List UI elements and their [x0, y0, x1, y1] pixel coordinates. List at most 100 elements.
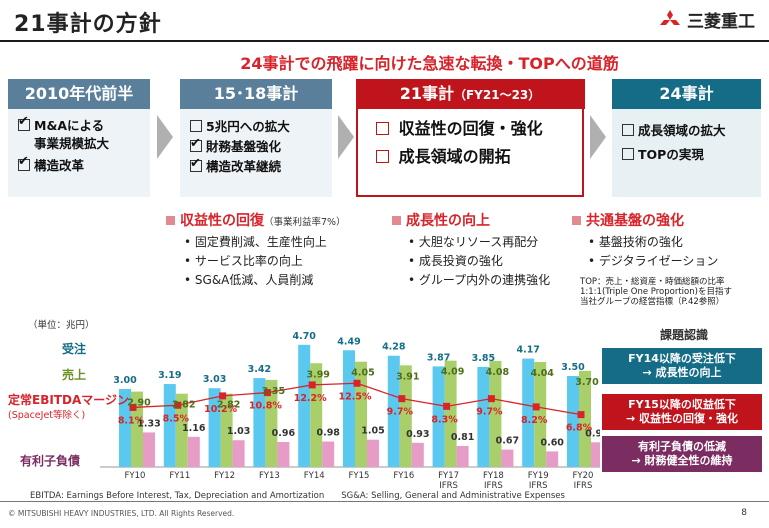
bar-2-2 [232, 440, 245, 467]
bar-0-4 [298, 344, 311, 467]
arrow-icon [157, 115, 173, 159]
phase-item: 成長領域の拡大 [622, 119, 751, 143]
ebitda-marker-4 [308, 381, 316, 389]
footnote: EBITDA: Earnings Before Interest, Tax, D… [30, 491, 565, 501]
ebitda-label-7: 8.3% [431, 414, 458, 425]
ebitda-label-1: 8.5% [163, 413, 190, 424]
legend-sales: 売上 [62, 368, 87, 382]
issue-recognition-label: 課題認識 [660, 328, 709, 342]
bar-label-1-1: 2.82 [172, 400, 195, 411]
bar-label-0-8: 3.85 [472, 353, 495, 364]
bar-2-0 [143, 432, 155, 467]
title-divider [0, 40, 769, 42]
bar-0-0 [119, 389, 131, 467]
ebitda-label-10: 6.8% [566, 423, 593, 434]
bar-0-8 [477, 366, 490, 467]
ebitda-label-3: 10.8% [249, 401, 282, 412]
phase-item: 構造改革継続 [190, 154, 322, 177]
ebitda-marker-3 [263, 389, 271, 397]
phase-item: 事業規模拡大 [34, 136, 110, 151]
footer-divider [0, 501, 769, 502]
bar-1-6 [399, 365, 412, 467]
bar-label-0-4: 4.70 [292, 331, 316, 342]
bar-label-2-9: 0.60 [540, 437, 564, 448]
bar-label-1-9: 4.04 [530, 368, 554, 379]
bar-0-6 [387, 355, 400, 467]
bar-0-3 [253, 378, 266, 467]
ebitda-label-8: 9.7% [476, 407, 503, 418]
ebitda-label-5: 12.5% [339, 391, 372, 402]
x-tick-label: FY20 [573, 471, 594, 481]
ebitda-marker-8 [487, 395, 495, 403]
page-title: 21事計の方針 [14, 12, 162, 37]
ebitda-marker-5 [353, 379, 361, 387]
legend-debt: 有利子負債 [20, 454, 81, 468]
bar-label-1-3: 3.35 [262, 386, 285, 397]
bar-1-8 [489, 360, 502, 467]
bar-label-1-7: 4.09 [441, 367, 464, 378]
phase-item: M&Aによる [18, 113, 140, 135]
bar-label-2-8: 0.67 [496, 436, 519, 447]
bar-label-1-6: 3.91 [396, 371, 419, 382]
section-profitability-title: 収益性の回復（事業利益率7%） [166, 210, 346, 230]
x-tick-label: FY13 [259, 471, 280, 481]
bar-2-4 [322, 441, 335, 467]
phase-2010s: 2010年代前半 M&Aによる 事業規模拡大 構造改革 [8, 79, 150, 197]
bar-1-10 [579, 370, 591, 467]
bar-label-0-1: 3.19 [158, 370, 181, 381]
ebitda-marker-7 [443, 402, 451, 410]
bar-label-2-0: 1.33 [137, 418, 160, 429]
bar-label-1-10: 3.70 [575, 377, 599, 388]
ebitda-marker-0 [129, 403, 137, 411]
bar-1-5 [355, 361, 367, 467]
bar-0-9 [522, 358, 535, 467]
callout-profit: FY15以降の収益低下 → 収益性の回復・強化 [602, 394, 762, 430]
chart: （単位：兆円） 8.1% 8.5% 10.2% 10.8% 12.2% 12.5% 9.7%… [28, 319, 600, 490]
top-note: TOP：売上・総資産・時価総額の比率 1:1:1(Triple One Propo… [580, 277, 732, 307]
phase-header: 21事計（FY21～23） [355, 78, 585, 109]
three-diamonds-icon [660, 9, 680, 25]
section-growth-title: 成長性の向上 [392, 210, 490, 230]
ebitda-marker-2 [219, 392, 227, 400]
x-tick-label: IFRS [529, 481, 548, 490]
ebitda-label-4: 12.2% [294, 393, 327, 404]
bar-0-5 [343, 350, 355, 467]
bar-label-0-3: 3.42 [248, 364, 271, 375]
headline: 24事計での飛躍に向けた急速な転換・TOPへの道筋 [240, 54, 619, 73]
bar-label-0-6: 4.28 [382, 342, 406, 353]
ebitda-marker-6 [398, 395, 406, 403]
x-tick-label: FY10 [125, 471, 146, 481]
section-growth-list: 大胆なリソース再配分成長投資の強化グループ内外の連携強化 [408, 233, 550, 290]
x-tick-label: IFRS [574, 481, 593, 490]
callout-orders: FY14以降の受注低下 → 成長性の向上 [602, 348, 762, 384]
bar-label-2-2: 1.03 [227, 426, 250, 437]
legend-orders: 受注 [62, 342, 87, 356]
ebitda-label-0: 8.1% [118, 415, 145, 426]
arrow-icon [590, 115, 606, 159]
section-profitability-list: 固定費削減、生産性向上サービス比率の向上SG&A低減、人員削減 [184, 233, 327, 290]
section-foundation-title: 共通基盤の強化 [572, 210, 684, 230]
bar-1-4 [310, 363, 323, 467]
bar-label-1-5: 4.05 [351, 368, 374, 379]
bar-label-0-5: 4.49 [337, 336, 360, 347]
ebitda-marker-9 [532, 403, 540, 411]
bar-label-0-10: 3.50 [561, 362, 585, 373]
company-logo: 三菱重工 [659, 7, 755, 32]
phase-item: 構造改革 [18, 153, 140, 175]
bar-1-2 [220, 393, 233, 467]
bar-1-7 [444, 360, 457, 467]
bar-2-3 [277, 442, 290, 467]
ebitda-marker-10 [577, 411, 585, 419]
arrow-icon [338, 115, 354, 159]
phase-21: 21事計（FY21～23） 収益性の回復・強化 成長領域の開拓 [355, 78, 585, 197]
bar-label-2-1: 1.16 [182, 423, 206, 434]
bar-label-0-0: 3.00 [113, 375, 137, 386]
ebitda-label-2: 10.2% [204, 404, 237, 415]
page-number: 8 [741, 508, 747, 518]
bar-0-7 [432, 366, 445, 467]
bar-label-2-4: 0.98 [316, 428, 340, 439]
x-tick-label: FY11 [169, 471, 190, 481]
phase-15-18: 15･18事計 5兆円への拡大 財務基盤強化 構造改革継続 [180, 79, 332, 197]
bar-2-9 [546, 451, 559, 467]
x-tick-label: FY17 [438, 471, 459, 481]
